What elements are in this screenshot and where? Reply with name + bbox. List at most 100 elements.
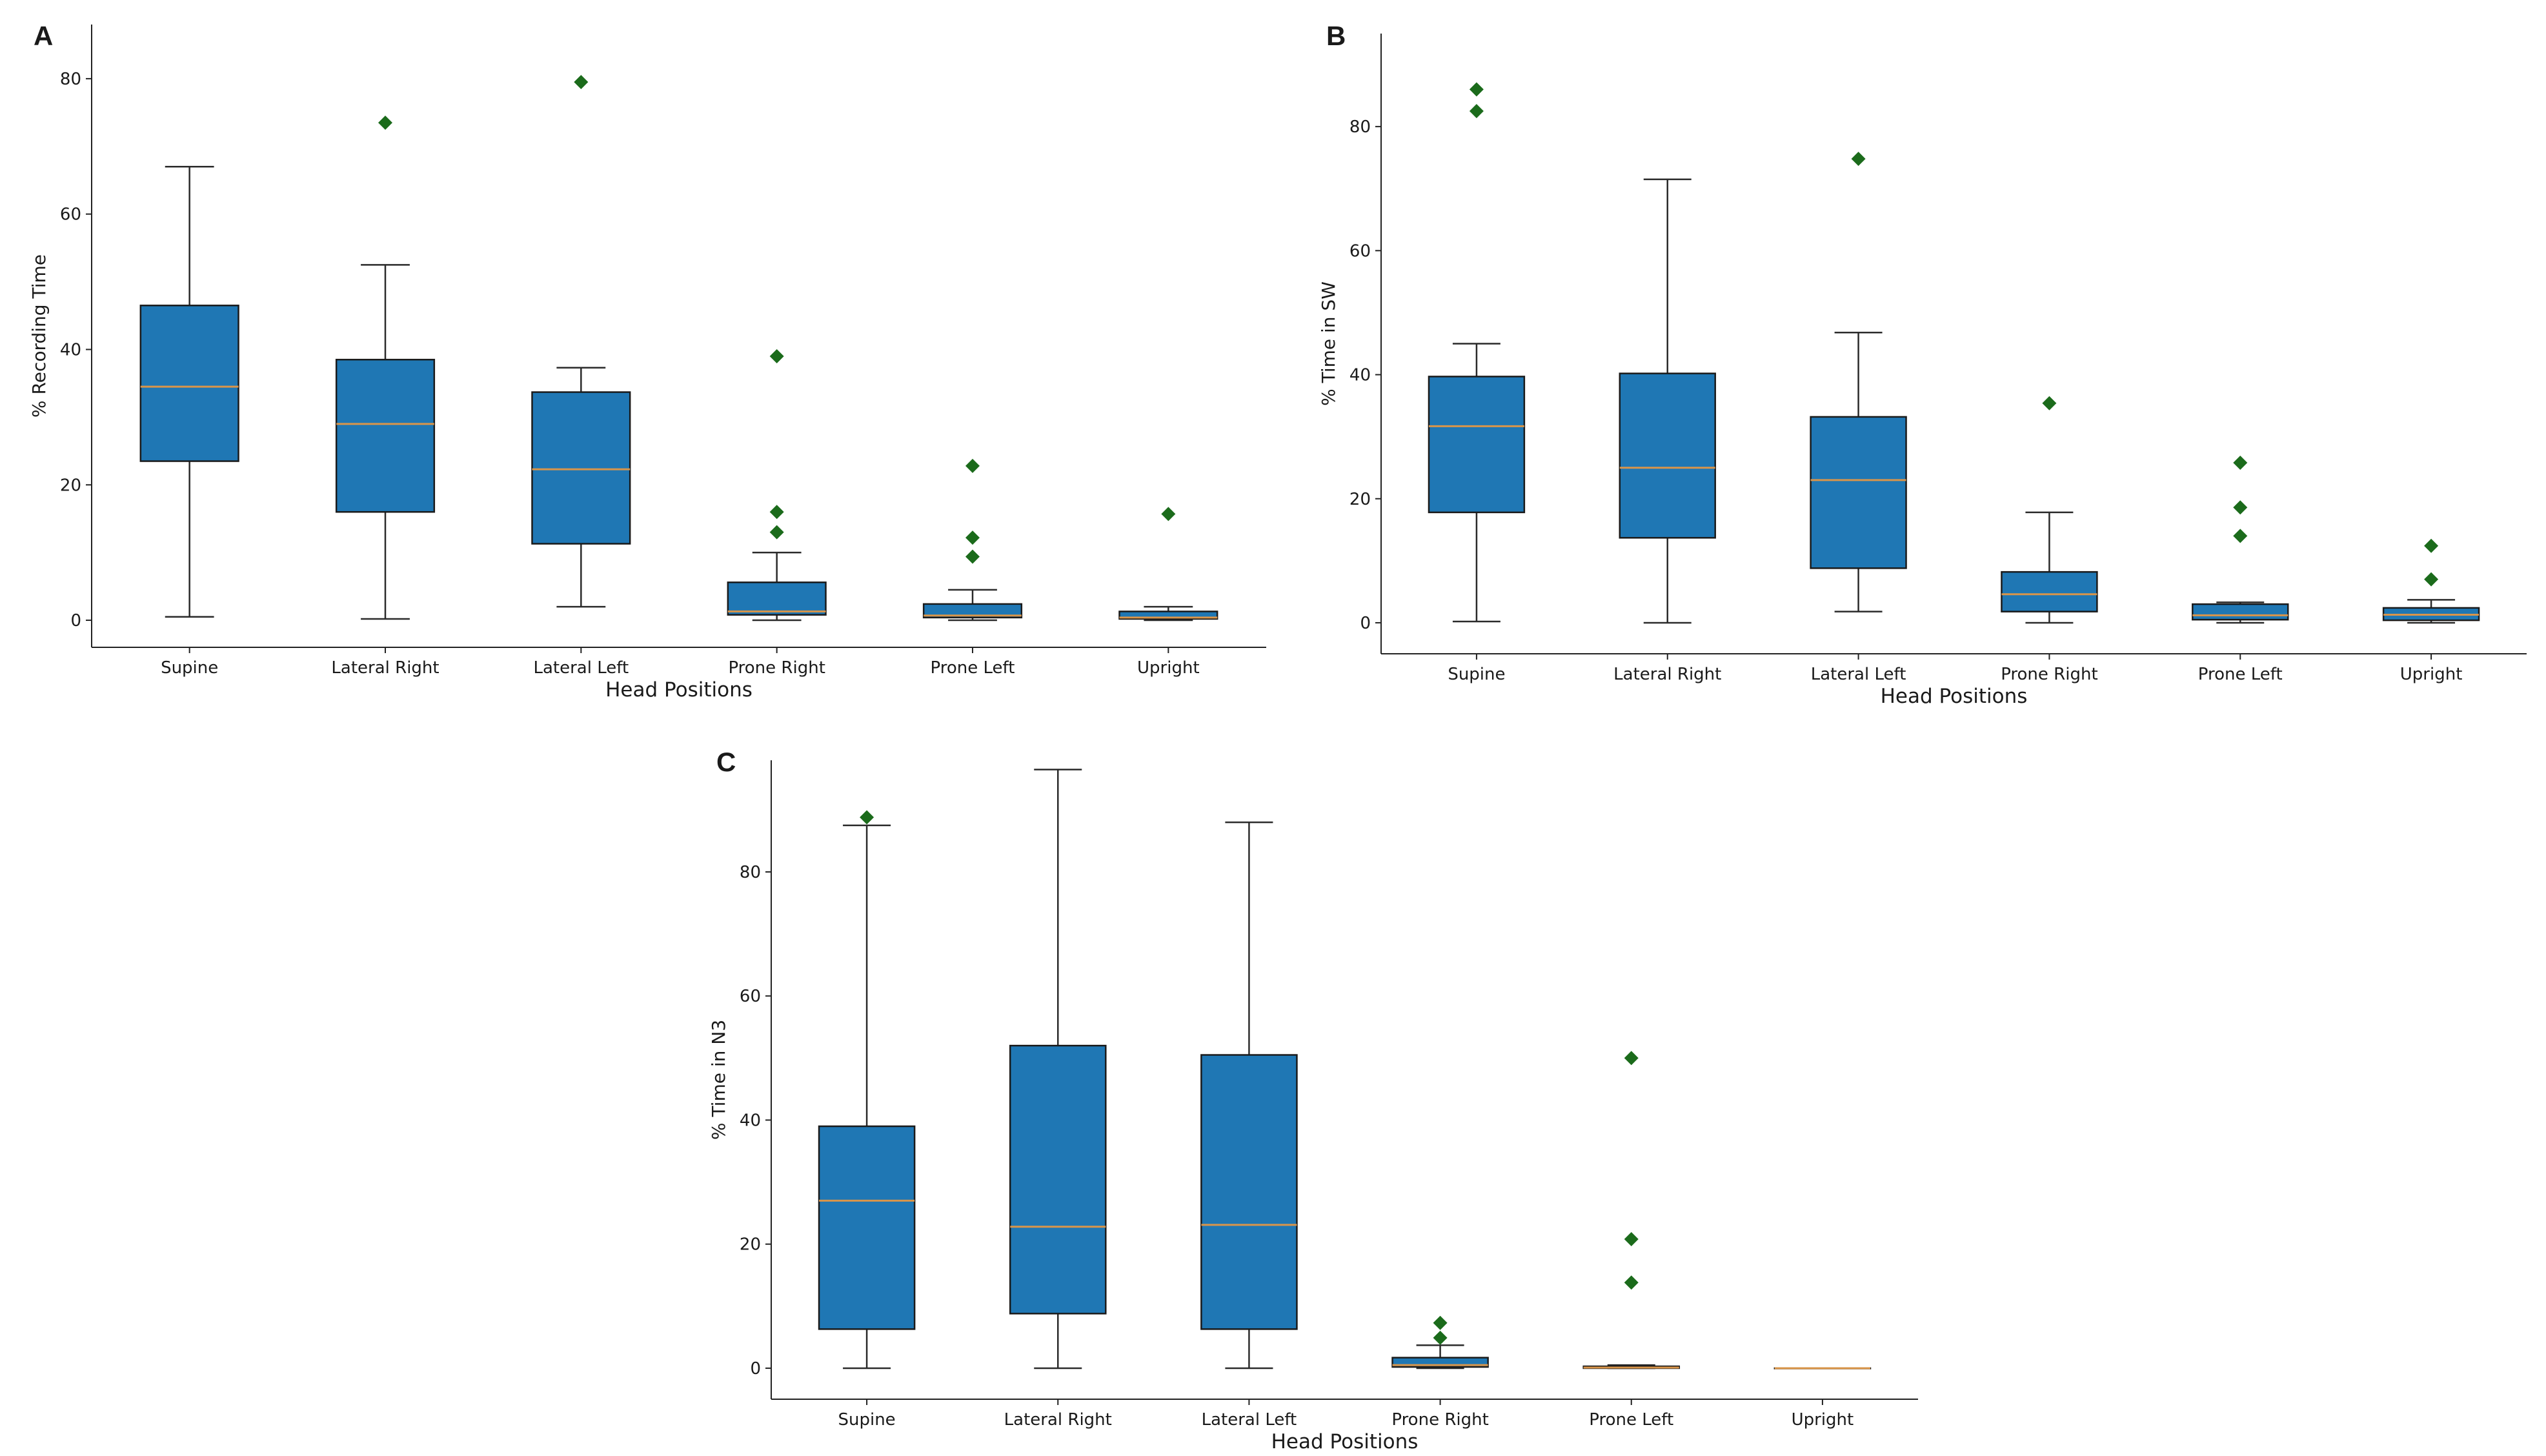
outlier-marker: [2233, 500, 2248, 515]
y-tick-label: 80: [60, 70, 81, 89]
y-axis-title: % Time in SW: [1318, 281, 1339, 406]
y-tick-label: 40: [60, 340, 81, 359]
y-tick-label: 60: [1349, 241, 1371, 261]
iqr-box: [1428, 376, 1526, 514]
box-group: [1200, 821, 1298, 1370]
y-tick-label: 80: [1349, 117, 1371, 137]
outlier-marker: [1624, 1051, 1639, 1066]
outlier-marker: [1624, 1275, 1639, 1290]
panel-a: A 0 20 40 60 80 Supine Lateral Right Lateral Lef…: [28, 21, 1266, 702]
outlier-marker: [2424, 572, 2439, 587]
y-tick-label: 20: [60, 476, 81, 495]
box-group: [531, 75, 631, 608]
x-tick-label: Prone Right: [2001, 665, 2097, 684]
box-group: [2382, 538, 2480, 624]
x-axis-title: Head Positions: [605, 678, 753, 702]
iqr-box: [139, 305, 239, 462]
box-group: [1428, 82, 1526, 623]
outlier-marker: [769, 505, 784, 520]
outlier-marker: [2233, 529, 2248, 543]
x-tick-label: Upright: [1792, 1410, 1854, 1430]
outlier-marker: [1433, 1330, 1448, 1345]
outlier-marker: [769, 349, 784, 363]
panel-c: C 0 20 40 60 80 Supine Lateral Right Lateral Lef…: [708, 747, 1918, 1453]
outlier-marker: [1469, 82, 1484, 97]
y-tick-label: 40: [740, 1111, 761, 1130]
outlier-marker: [1624, 1232, 1639, 1247]
iqr-box: [335, 358, 436, 513]
outlier-marker: [1469, 104, 1484, 119]
y-tick-label: 60: [60, 205, 81, 225]
y-tick-label: 80: [740, 863, 761, 882]
box-group: [1810, 152, 1907, 612]
outlier-marker: [574, 75, 589, 90]
box-group: [1582, 1051, 1681, 1370]
box-group: [1773, 1367, 1872, 1370]
outlier-marker: [965, 531, 980, 545]
y-axis-title: % Time in N3: [708, 1020, 729, 1140]
outlier-marker: [1433, 1315, 1448, 1330]
panel-letter: A: [34, 21, 53, 51]
y-axis-title: % Recording Time: [28, 254, 50, 418]
x-tick-label: Supine: [838, 1410, 895, 1430]
panel-letter: C: [716, 747, 736, 777]
y-tick-label: 60: [740, 987, 761, 1006]
y-tick-label: 0: [70, 611, 81, 631]
iqr-box: [922, 603, 1023, 619]
box-group: [1391, 1315, 1489, 1370]
box-group: [139, 166, 239, 618]
iqr-box: [1619, 372, 1716, 539]
y-tick-label: 20: [740, 1235, 761, 1255]
x-tick-label: Prone Right: [728, 658, 825, 678]
iqr-box: [2192, 603, 2289, 621]
panel-b: B 0 20 40 60 80 Supine Lateral Right Lateral Lef…: [1318, 21, 2527, 708]
x-axis-title: Head Positions: [1271, 1430, 1419, 1453]
y-tick-label: 0: [750, 1359, 761, 1379]
outlier-marker: [860, 810, 874, 825]
outlier-marker: [378, 116, 392, 130]
y-tick-label: 40: [1349, 366, 1371, 385]
iqr-box: [2001, 571, 2098, 612]
y-tick-label: 20: [1349, 490, 1371, 509]
box-group: [1619, 178, 1716, 624]
x-axis-title: Head Positions: [1881, 685, 2028, 708]
x-tick-label: Lateral Right: [331, 658, 439, 678]
box-group: [922, 458, 1023, 622]
box-group: [818, 810, 916, 1370]
box-group: [2192, 456, 2289, 624]
outlier-marker: [2233, 456, 2248, 470]
x-tick-label: Lateral Left: [1202, 1410, 1297, 1430]
outlier-marker: [965, 549, 980, 564]
x-tick-label: Upright: [2400, 665, 2463, 684]
box-group: [1118, 507, 1218, 622]
x-tick-label: Supine: [1448, 665, 1505, 684]
x-tick-label: Lateral Right: [1613, 665, 1721, 684]
outlier-marker: [2424, 538, 2439, 553]
outlier-marker: [769, 525, 784, 540]
outlier-marker: [965, 458, 980, 473]
x-tick-label: Prone Right: [1391, 1410, 1488, 1430]
iqr-box: [727, 581, 827, 616]
y-tick-label: 0: [1360, 614, 1371, 633]
panel-letter: B: [1326, 21, 1346, 51]
x-tick-label: Prone Left: [2198, 665, 2283, 684]
box-group: [1009, 769, 1107, 1370]
iqr-box: [531, 391, 631, 545]
outlier-marker: [1851, 152, 1866, 167]
x-tick-label: Prone Left: [1589, 1410, 1673, 1430]
x-tick-label: Supine: [161, 658, 218, 678]
iqr-box: [1810, 416, 1907, 569]
box-group: [335, 116, 436, 620]
box-group: [727, 349, 827, 622]
outlier-marker: [2042, 396, 2057, 410]
x-tick-label: Lateral Left: [534, 658, 629, 678]
outlier-marker: [1161, 507, 1176, 521]
x-tick-label: Prone Left: [931, 658, 1015, 678]
iqr-box: [1009, 1044, 1107, 1315]
iqr-box: [818, 1125, 916, 1330]
iqr-box: [1200, 1054, 1298, 1330]
x-tick-label: Lateral Left: [1811, 665, 1906, 684]
x-tick-label: Lateral Right: [1004, 1410, 1112, 1430]
x-tick-label: Upright: [1137, 658, 1200, 678]
